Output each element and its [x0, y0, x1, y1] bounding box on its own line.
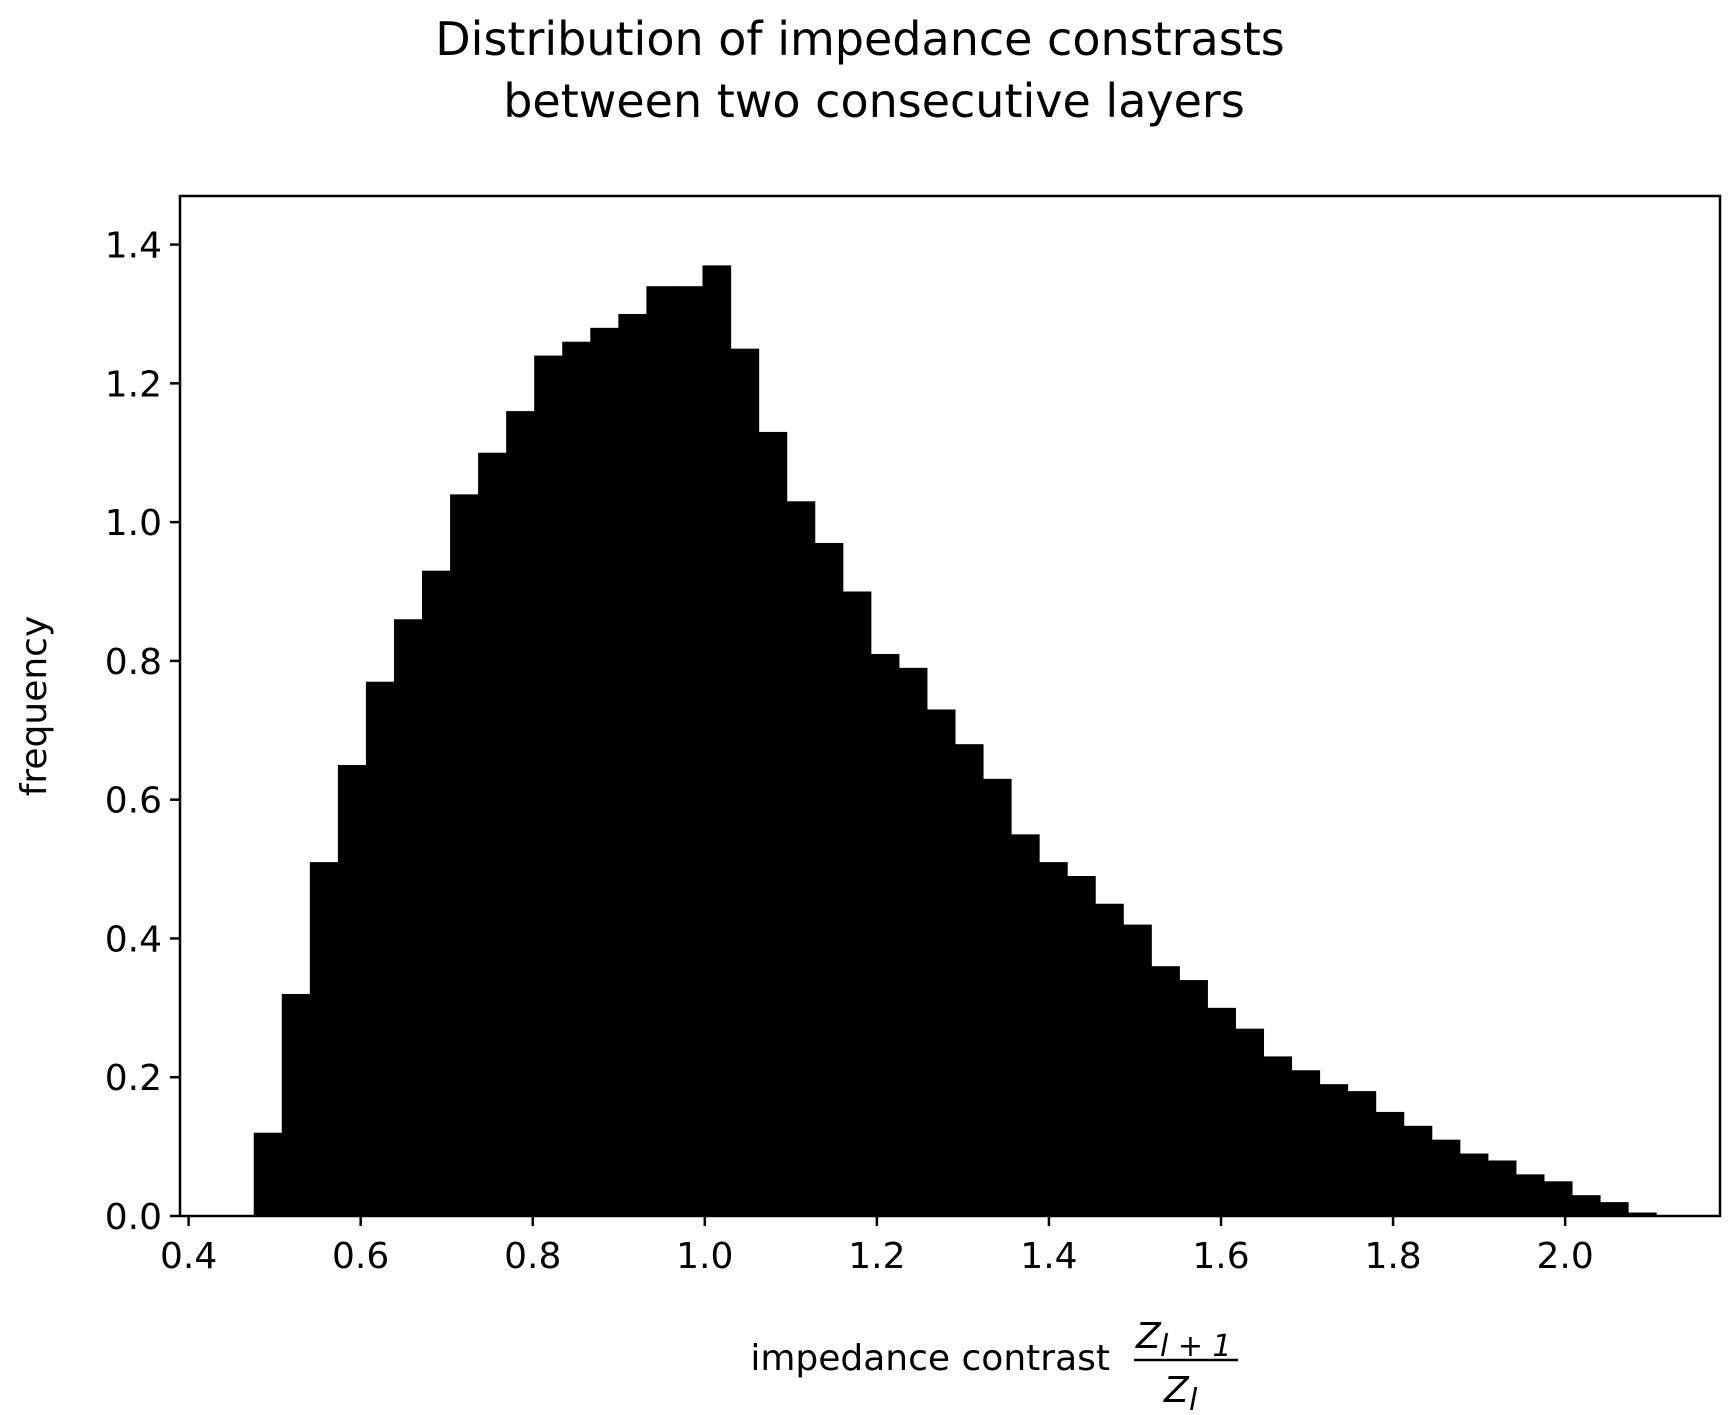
x-axis-label-numerator: Z [1135, 1316, 1162, 1357]
histogram-bar [814, 542, 844, 1216]
histogram-bar [1291, 1070, 1321, 1216]
histogram-bar [1487, 1160, 1517, 1216]
y-axis-label: frequency [14, 616, 55, 797]
histogram-bar [281, 993, 311, 1216]
x-tick-label: 0.8 [504, 1236, 561, 1277]
x-tick-label: 0.4 [160, 1236, 217, 1277]
histogram-bar [1403, 1125, 1433, 1216]
histogram-bars [253, 265, 1657, 1217]
histogram-bar [1375, 1111, 1405, 1216]
histogram-bar [1010, 834, 1040, 1216]
histogram-bar [870, 653, 900, 1216]
x-tick-label: 1.8 [1364, 1236, 1421, 1277]
histogram-bar [1235, 1028, 1265, 1216]
histogram-bar [1207, 1007, 1236, 1216]
histogram-bar [618, 313, 647, 1216]
histogram-bar [1179, 980, 1208, 1216]
histogram-bar [730, 348, 760, 1216]
histogram-bar [365, 681, 395, 1216]
plot-frame [178, 194, 1722, 1218]
y-tick-label: 1.0 [105, 503, 162, 544]
histogram-bar [337, 764, 367, 1216]
histogram-bar [1095, 903, 1124, 1216]
histogram-bar [1151, 966, 1180, 1216]
chart-title-line1: Distribution of impedance constrasts [435, 12, 1284, 66]
y-tick-label: 0.8 [105, 642, 162, 683]
histogram-bar [758, 431, 788, 1217]
y-tick-label: 0.4 [105, 919, 162, 960]
histogram-bar [1067, 876, 1096, 1216]
histogram-bar [786, 501, 816, 1216]
histogram-bar [590, 327, 619, 1216]
y-tick-label: 0.0 [105, 1197, 162, 1238]
histogram-bar [674, 286, 704, 1216]
x-axis-label-text: impedance contrast [750, 1338, 1110, 1379]
histogram-bar [1039, 862, 1068, 1216]
chart-title-line2: between two consecutive layers [503, 74, 1245, 128]
histogram-bar [982, 778, 1012, 1216]
y-tick-label: 0.2 [105, 1058, 162, 1099]
histogram-bar [253, 1132, 283, 1216]
x-tick-label: 0.6 [332, 1236, 389, 1277]
histogram-bar [1543, 1181, 1573, 1216]
x-axis-label-denominator-sub: l [1189, 1383, 1198, 1415]
histogram-bar [646, 286, 676, 1216]
y-tick-label: 0.6 [105, 781, 162, 822]
histogram-bar [1123, 924, 1152, 1216]
histogram-bar [1571, 1195, 1601, 1216]
histogram-bar [842, 591, 872, 1216]
x-axis-label-numerator-sub: l + 1 [1160, 1329, 1232, 1364]
x-tick-label: 1.2 [848, 1236, 905, 1277]
histogram-bar [1319, 1084, 1349, 1216]
histogram-bar [534, 355, 563, 1217]
x-axis-label: impedance contrast Z l + 1 Z l [750, 1316, 1238, 1415]
histogram-bar [1459, 1153, 1489, 1216]
y-tick-label: 1.2 [105, 364, 162, 405]
y-tick-label: 1.4 [105, 226, 162, 267]
histogram-bar [450, 494, 479, 1217]
histogram-bar [1347, 1091, 1377, 1216]
x-axis-ticks: 0.4 0.6 0.8 1.0 1.2 1.4 1.6 1.8 2.0 [160, 1216, 1594, 1277]
histogram-bar [506, 411, 535, 1216]
histogram-bar [954, 744, 984, 1216]
histogram-bar [898, 667, 928, 1216]
y-axis-ticks: 0.0 0.2 0.4 0.6 0.8 1.0 1.2 1.4 [105, 226, 180, 1238]
x-tick-label: 1.4 [1020, 1236, 1077, 1277]
histogram-bar [309, 862, 339, 1216]
histogram-bar [1515, 1174, 1545, 1216]
histogram-bar [562, 341, 591, 1216]
histogram-bar [1628, 1212, 1657, 1216]
histogram-bar [422, 570, 451, 1216]
histogram-bar [1431, 1139, 1461, 1216]
histogram-bar [1599, 1202, 1629, 1216]
histogram-bar [1263, 1056, 1293, 1216]
histogram-bar [478, 452, 507, 1216]
x-tick-label: 1.6 [1192, 1236, 1249, 1277]
histogram-bar [926, 709, 956, 1216]
histogram-bar [393, 619, 423, 1216]
x-axis-label-denominator: Z [1163, 1370, 1190, 1411]
histogram-bar [702, 265, 732, 1216]
x-tick-label: 2.0 [1537, 1236, 1594, 1277]
x-tick-label: 1.0 [676, 1236, 733, 1277]
